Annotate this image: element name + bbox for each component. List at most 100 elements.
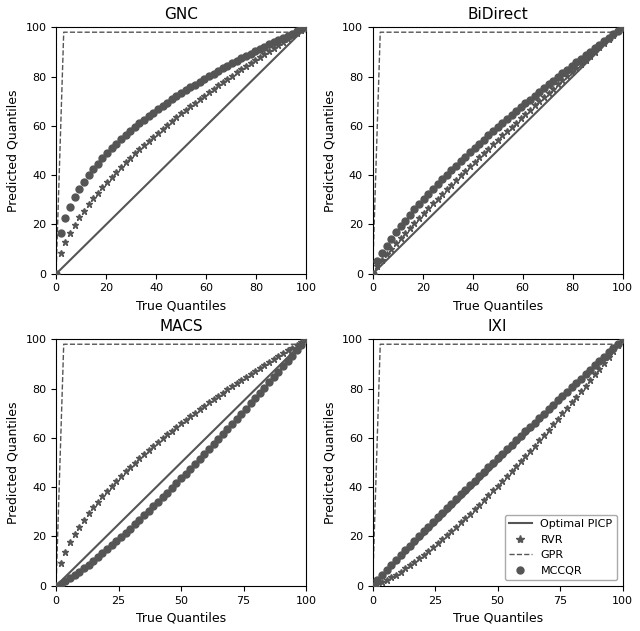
- RVR: [614, 341, 622, 349]
- Y-axis label: Predicted Quantiles: Predicted Quantiles: [323, 401, 337, 524]
- Y-axis label: Predicted Quantiles: Predicted Quantiles: [7, 401, 20, 524]
- MCCQR: [80, 564, 88, 572]
- GPR: [292, 28, 300, 36]
- MCCQR: [99, 550, 106, 557]
- GPR: [609, 28, 616, 36]
- RVR: [302, 336, 310, 343]
- MCCQR: [369, 582, 376, 589]
- GPR: [619, 341, 627, 348]
- RVR: [397, 568, 404, 575]
- GPR: [52, 577, 60, 585]
- GPR: [90, 28, 97, 36]
- GPR: [411, 28, 419, 36]
- GPR: [90, 341, 97, 348]
- RVR: [429, 199, 436, 207]
- GPR: [376, 341, 384, 348]
- GPR: [213, 28, 221, 36]
- GPR: [579, 28, 587, 36]
- X-axis label: True Quantiles: True Quantiles: [452, 299, 543, 312]
- MCCQR: [145, 112, 152, 120]
- MCCQR: [461, 153, 469, 160]
- GPR: [550, 341, 557, 348]
- Line: GPR: GPR: [372, 32, 623, 269]
- GPR: [60, 28, 68, 36]
- Line: GPR: GPR: [56, 345, 306, 581]
- RVR: [275, 41, 282, 49]
- MCCQR: [397, 551, 404, 559]
- GPR: [550, 28, 557, 36]
- MCCQR: [415, 201, 423, 208]
- GPR: [530, 28, 538, 36]
- MCCQR: [52, 582, 60, 589]
- RVR: [99, 492, 106, 500]
- MCCQR: [80, 179, 88, 186]
- Line: RVR: RVR: [52, 336, 310, 589]
- MCCQR: [99, 155, 106, 162]
- GPR: [52, 265, 60, 273]
- GPR: [376, 28, 384, 36]
- Line: GPR: GPR: [372, 345, 623, 581]
- GPR: [95, 341, 102, 348]
- RVR: [415, 214, 423, 221]
- RVR: [52, 270, 60, 278]
- RVR: [52, 582, 60, 589]
- GPR: [369, 265, 376, 273]
- RVR: [415, 555, 423, 562]
- GPR: [233, 341, 241, 348]
- MCCQR: [275, 36, 282, 44]
- MCCQR: [113, 140, 120, 148]
- RVR: [369, 582, 376, 589]
- Title: IXI: IXI: [488, 319, 508, 334]
- GPR: [619, 28, 627, 36]
- MCCQR: [275, 368, 282, 375]
- MCCQR: [429, 186, 436, 193]
- MCCQR: [591, 44, 598, 52]
- MCCQR: [614, 27, 622, 35]
- GPR: [233, 28, 241, 36]
- MCCQR: [619, 336, 627, 343]
- RVR: [80, 207, 88, 215]
- RVR: [591, 48, 598, 56]
- Title: BiDirect: BiDirect: [467, 7, 528, 22]
- MCCQR: [369, 270, 376, 278]
- RVR: [298, 27, 305, 34]
- RVR: [113, 168, 120, 175]
- MCCQR: [461, 486, 469, 493]
- RVR: [429, 543, 436, 551]
- RVR: [461, 514, 469, 522]
- GPR: [579, 341, 587, 348]
- GPR: [262, 28, 270, 36]
- RVR: [591, 370, 598, 378]
- GPR: [262, 341, 270, 348]
- MCCQR: [397, 223, 404, 230]
- GPR: [95, 28, 102, 36]
- MCCQR: [619, 23, 627, 31]
- Line: RVR: RVR: [369, 24, 626, 277]
- MCCQR: [429, 518, 436, 526]
- RVR: [619, 23, 627, 31]
- Line: MCCQR: MCCQR: [369, 24, 626, 277]
- GPR: [406, 28, 413, 36]
- GPR: [302, 341, 310, 348]
- Line: RVR: RVR: [369, 336, 626, 589]
- MCCQR: [52, 270, 60, 278]
- RVR: [369, 270, 376, 278]
- MCCQR: [298, 341, 305, 348]
- MCCQR: [113, 538, 120, 545]
- MCCQR: [298, 26, 305, 33]
- GPR: [213, 341, 221, 348]
- RVR: [99, 184, 106, 191]
- Line: MCCQR: MCCQR: [52, 336, 310, 589]
- RVR: [275, 352, 282, 360]
- Title: GNC: GNC: [164, 7, 198, 22]
- MCCQR: [145, 507, 152, 515]
- GPR: [369, 577, 376, 585]
- MCCQR: [302, 336, 310, 343]
- X-axis label: True Quantiles: True Quantiles: [452, 611, 543, 624]
- Line: MCCQR: MCCQR: [369, 336, 626, 589]
- GPR: [60, 341, 68, 348]
- Title: MACS: MACS: [159, 319, 203, 334]
- RVR: [397, 234, 404, 242]
- GPR: [302, 28, 310, 36]
- RVR: [145, 137, 152, 144]
